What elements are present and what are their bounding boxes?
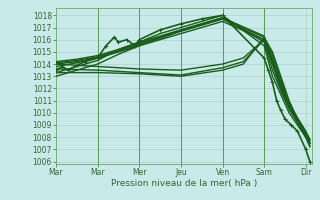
X-axis label: Pression niveau de la mer( hPa ): Pression niveau de la mer( hPa ) bbox=[111, 179, 257, 188]
